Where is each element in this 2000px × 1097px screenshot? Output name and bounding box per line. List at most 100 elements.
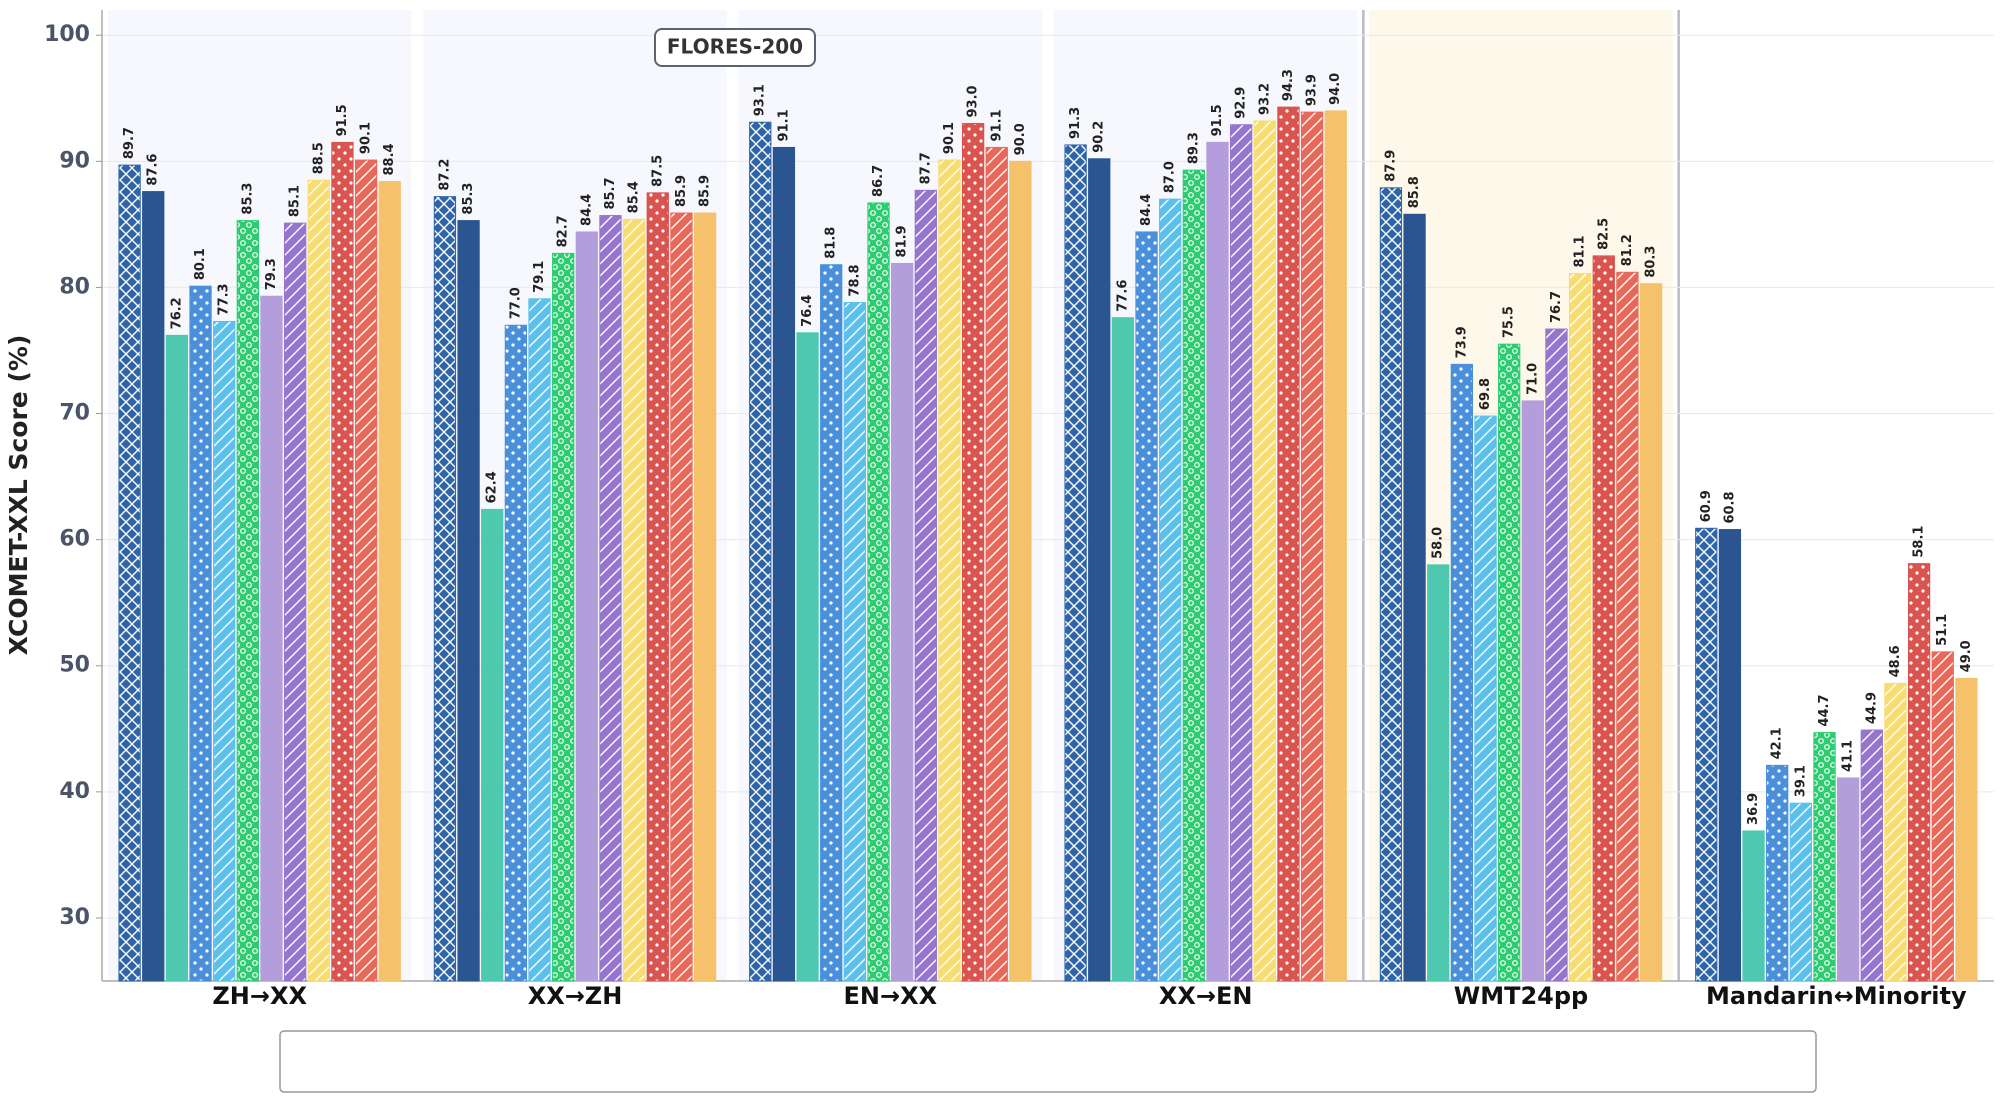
value-label: 87.7 xyxy=(918,152,933,184)
bar xyxy=(1568,273,1592,982)
value-label: 90.1 xyxy=(942,122,957,154)
value-label: 44.9 xyxy=(1864,692,1879,724)
value-label: 82.7 xyxy=(556,215,571,247)
value-label: 41.1 xyxy=(1841,740,1856,772)
value-label: 87.0 xyxy=(1163,161,1178,193)
y-tick-label: 70 xyxy=(59,401,90,426)
value-label: 88.4 xyxy=(382,143,397,175)
value-label: 91.1 xyxy=(776,109,791,141)
value-label: 81.8 xyxy=(824,227,839,259)
bar xyxy=(1009,160,1032,982)
bar xyxy=(213,320,236,982)
value-label: 76.7 xyxy=(1549,291,1564,323)
bar xyxy=(1206,141,1229,982)
bar xyxy=(1521,400,1544,982)
x-tick-label: ZH→XX xyxy=(212,982,307,1010)
bar xyxy=(1450,363,1474,982)
value-label: 42.1 xyxy=(1770,727,1785,759)
value-label: 58.0 xyxy=(1431,527,1446,559)
value-label: 91.5 xyxy=(335,104,350,136)
bar xyxy=(1229,124,1253,982)
bar xyxy=(307,179,330,982)
bar xyxy=(189,285,212,982)
bar xyxy=(1766,764,1789,982)
value-label: 91.1 xyxy=(989,109,1004,141)
bar xyxy=(1498,343,1521,982)
bar xyxy=(236,220,259,982)
y-axis-label: XCOMET-XXL Score (%) xyxy=(4,335,33,656)
x-tick-label: Mandarin↔Minority xyxy=(1706,982,1967,1010)
legend-box xyxy=(279,1030,1817,1093)
bar xyxy=(914,189,937,982)
bar xyxy=(670,212,693,982)
value-label: 77.6 xyxy=(1115,280,1130,312)
annotation: FLORES-200 xyxy=(667,35,803,59)
value-label: 93.2 xyxy=(1257,83,1272,115)
value-label: 82.5 xyxy=(1596,218,1611,250)
bar xyxy=(1324,110,1347,982)
value-label: 85.9 xyxy=(674,175,689,207)
value-label: 84.4 xyxy=(579,194,594,226)
bar xyxy=(693,212,717,982)
bar xyxy=(820,264,843,982)
bar xyxy=(1064,144,1087,982)
bar xyxy=(622,218,646,982)
bar xyxy=(961,122,985,982)
value-label: 91.5 xyxy=(1210,104,1225,136)
value-label: 75.5 xyxy=(1502,306,1517,338)
bar xyxy=(118,164,141,982)
bar xyxy=(1545,328,1568,982)
bar xyxy=(1088,158,1111,982)
value-label: 58.1 xyxy=(1912,526,1927,558)
bar xyxy=(354,159,378,982)
bar xyxy=(1135,231,1158,982)
value-label: 62.4 xyxy=(485,471,500,503)
value-label: 78.8 xyxy=(847,264,862,296)
bar xyxy=(1592,255,1615,982)
value-label: 89.7 xyxy=(122,127,137,159)
bar xyxy=(1379,187,1403,982)
value-label: 69.8 xyxy=(1478,378,1493,410)
value-label: 51.1 xyxy=(1935,614,1950,646)
bar xyxy=(1718,529,1742,982)
value-label: 60.9 xyxy=(1699,490,1714,522)
bar xyxy=(1955,677,1978,982)
value-label: 93.1 xyxy=(753,84,768,116)
value-label: 88.5 xyxy=(311,142,326,174)
bar xyxy=(1813,732,1836,982)
value-label: 60.8 xyxy=(1722,491,1737,523)
bar xyxy=(1789,802,1813,982)
bar xyxy=(1907,563,1931,982)
value-label: 81.9 xyxy=(895,225,910,257)
value-label: 48.6 xyxy=(1888,645,1903,677)
value-label: 92.9 xyxy=(1234,87,1249,119)
bar xyxy=(1474,415,1497,982)
bar xyxy=(1111,317,1135,982)
value-label: 73.9 xyxy=(1454,326,1469,358)
bar xyxy=(1616,271,1639,982)
x-tick-label: XX→ZH xyxy=(528,982,623,1010)
value-label: 85.3 xyxy=(240,183,255,215)
value-label: 76.2 xyxy=(169,297,184,329)
bar xyxy=(1427,564,1450,982)
value-label: 77.0 xyxy=(508,287,523,319)
value-label: 79.3 xyxy=(264,258,279,290)
y-tick-label: 30 xyxy=(59,905,90,930)
bar xyxy=(331,141,354,982)
bar xyxy=(1837,777,1860,982)
value-label: 85.9 xyxy=(698,175,713,207)
value-label: 80.1 xyxy=(193,248,208,280)
bar xyxy=(378,181,401,982)
value-label: 93.0 xyxy=(966,85,981,117)
value-label: 80.3 xyxy=(1644,246,1659,278)
bar xyxy=(1182,169,1205,982)
value-label: 85.8 xyxy=(1407,176,1422,208)
value-label: 49.0 xyxy=(1959,640,1974,672)
bar xyxy=(772,146,796,982)
bar xyxy=(938,159,961,982)
bar xyxy=(796,332,819,982)
bar xyxy=(1931,651,1954,982)
value-label: 44.7 xyxy=(1817,694,1832,726)
